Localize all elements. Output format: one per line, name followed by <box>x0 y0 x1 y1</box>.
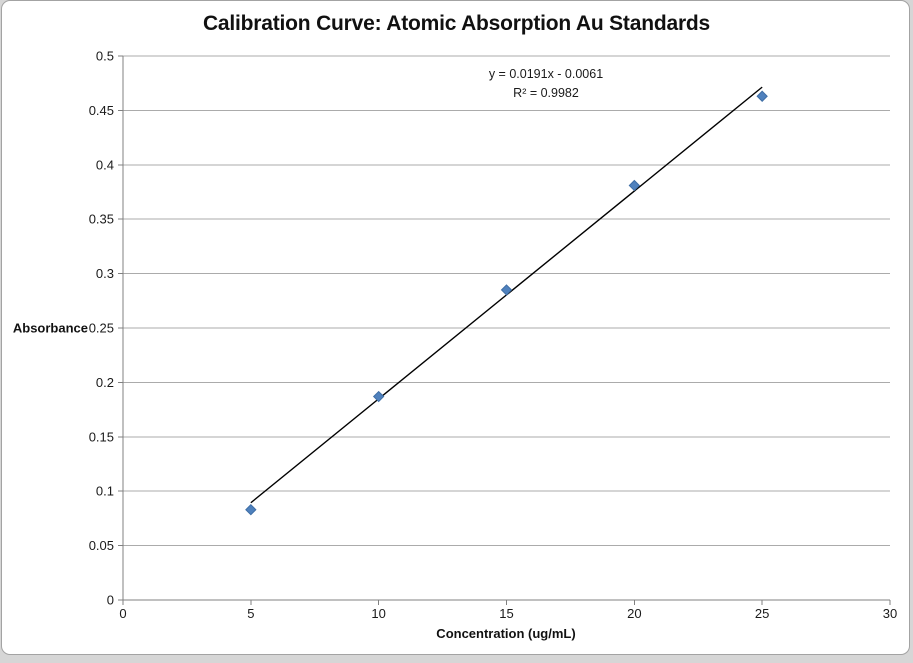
data-point <box>372 390 385 403</box>
y-tick-label: 0.25 <box>89 321 114 336</box>
data-point <box>756 90 768 102</box>
y-tick-label: 0.5 <box>96 49 114 64</box>
trendline-equation-line: y = 0.0191x - 0.0061 <box>488 67 604 81</box>
trendline-equation: y = 0.0191x - 0.0061 R² = 0.9982 <box>489 65 603 102</box>
tick-labels: 0 0.05 0.1 0.15 0.2 0.25 0.3 0.35 0.4 0.45 0.5 0 5 10… <box>89 49 898 622</box>
x-tick-label: 10 <box>371 606 385 621</box>
data-point <box>245 503 257 516</box>
y-tick-label: 0.3 <box>96 266 114 281</box>
y-tick-label: 0 <box>107 593 114 608</box>
y-axis-title: Absorbance <box>12 320 88 336</box>
data-point <box>500 284 513 296</box>
y-tick-label: 0.1 <box>96 484 114 499</box>
x-tick-label: 20 <box>627 606 641 621</box>
y-tick-label: 0.45 <box>89 103 114 118</box>
y-tick-label: 0.05 <box>89 538 114 553</box>
axes <box>122 56 890 601</box>
x-tick-label: 25 <box>755 606 769 621</box>
y-tick-label: 0.35 <box>89 212 114 227</box>
y-tick-label: 0.2 <box>96 375 114 390</box>
x-tick-label: 5 <box>247 606 254 621</box>
data-point <box>628 179 641 192</box>
y-tick-label: 0.4 <box>96 157 114 172</box>
y-gridlines <box>123 55 890 547</box>
x-axis-title: Concentration (ug/mL) <box>436 626 576 641</box>
axis-ticks <box>118 55 891 605</box>
data-series <box>245 90 768 516</box>
chart-title: Calibration Curve: Atomic Absorption Au … <box>202 12 711 35</box>
x-tick-label: 15 <box>499 606 513 621</box>
x-tick-label: 0 <box>119 606 126 621</box>
y-tick-label: 0.15 <box>89 429 114 444</box>
trendline-r-squared: R² = 0.9982 <box>513 85 579 100</box>
x-tick-label: 30 <box>883 606 897 621</box>
